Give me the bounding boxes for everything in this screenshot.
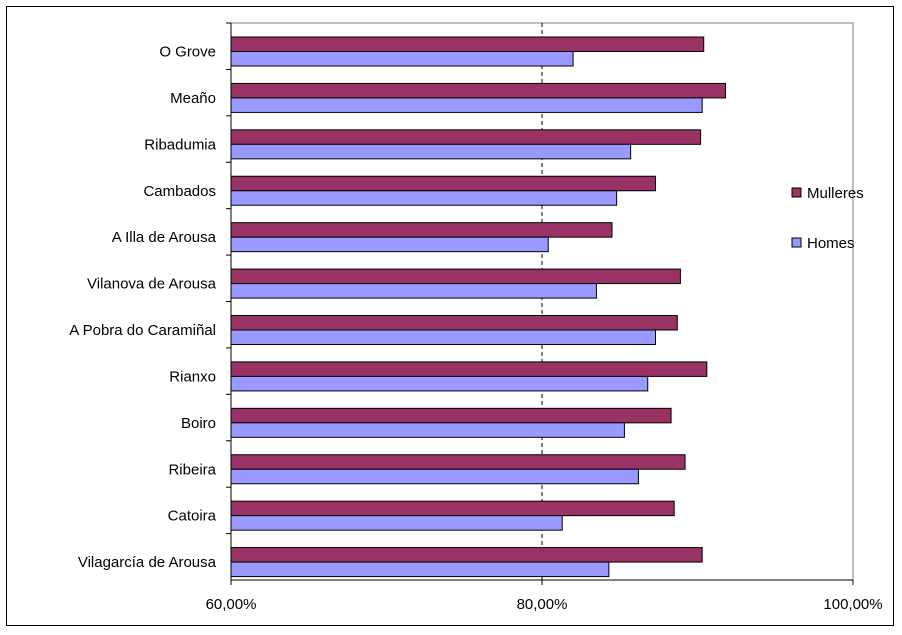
category-label: Meaño bbox=[170, 90, 216, 107]
legend-swatch-homes bbox=[791, 237, 802, 248]
category-label: Catoira bbox=[168, 508, 217, 525]
x-tick-label: 100,00% bbox=[823, 596, 882, 613]
bar-homes-9 bbox=[230, 468, 639, 485]
legend-swatch-mulleres bbox=[791, 187, 802, 198]
bar-homes-10 bbox=[230, 515, 563, 531]
x-tick-label: 60,00% bbox=[206, 596, 257, 613]
bar-homes-6 bbox=[230, 329, 657, 345]
category-label: A Pobra do Caramiñal bbox=[69, 322, 216, 339]
bar-homes-7 bbox=[230, 375, 649, 392]
x-tick-label: 80,00% bbox=[517, 596, 568, 613]
bar-homes-0 bbox=[230, 51, 574, 67]
category-label: Vilanova de Arousa bbox=[87, 276, 217, 293]
bar-mulleres-2 bbox=[230, 129, 702, 145]
bar-mulleres-4 bbox=[230, 222, 613, 238]
bar-mulleres-6 bbox=[230, 315, 678, 331]
bar-mulleres-5 bbox=[230, 268, 681, 285]
category-label: O Grove bbox=[159, 44, 216, 61]
category-label: Ribeira bbox=[168, 461, 216, 478]
bar-homes-5 bbox=[230, 283, 597, 299]
bar-homes-8 bbox=[230, 422, 625, 438]
category-label: A Illa de Arousa bbox=[112, 229, 217, 246]
bar-mulleres-10 bbox=[230, 500, 675, 517]
bar-mulleres-1 bbox=[230, 82, 726, 99]
bar-mulleres-3 bbox=[230, 175, 657, 192]
category-label: Rianxo bbox=[169, 368, 216, 385]
category-label: Ribadumia bbox=[144, 136, 216, 153]
bar-mulleres-11 bbox=[230, 547, 703, 563]
category-label: Vilagarcía de Arousa bbox=[78, 554, 217, 571]
bar-homes-1 bbox=[230, 97, 703, 113]
bar-mulleres-8 bbox=[230, 407, 672, 424]
category-label: Boiro bbox=[181, 415, 216, 432]
bar-homes-4 bbox=[230, 236, 549, 253]
bar-homes-11 bbox=[230, 561, 610, 578]
category-label: Cambados bbox=[143, 183, 216, 200]
bar-mulleres-9 bbox=[230, 454, 686, 470]
bar-homes-3 bbox=[230, 190, 618, 206]
legend-label-mulleres: Mulleres bbox=[807, 185, 864, 202]
bar-homes-2 bbox=[230, 143, 632, 160]
bar-mulleres-7 bbox=[230, 361, 708, 377]
legend-label-homes: Homes bbox=[807, 235, 855, 252]
bar-mulleres-0 bbox=[230, 36, 705, 52]
